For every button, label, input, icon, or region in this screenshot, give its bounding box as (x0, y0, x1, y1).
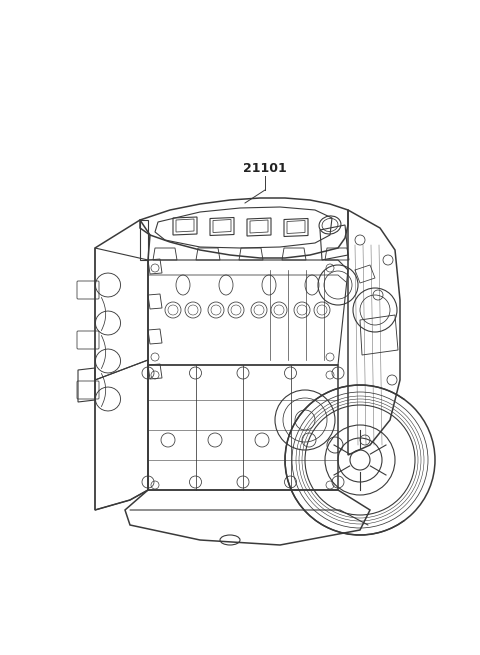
Text: 21101: 21101 (243, 162, 287, 174)
